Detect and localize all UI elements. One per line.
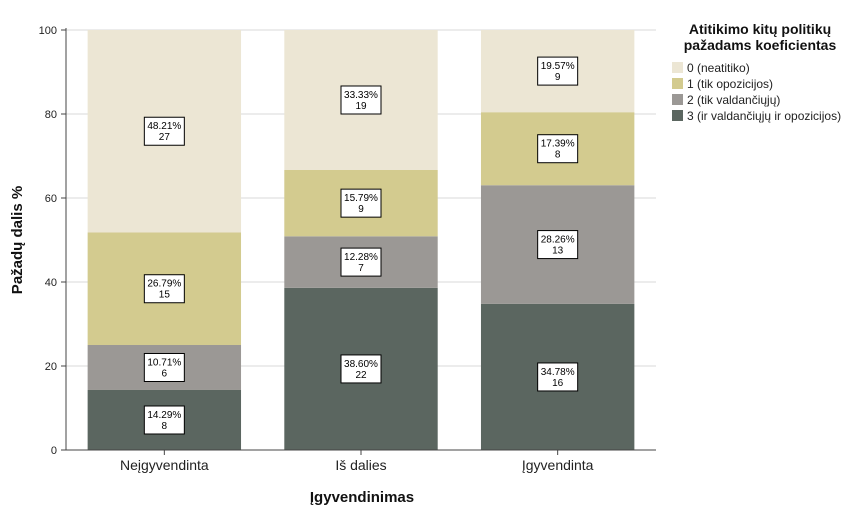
legend-swatch xyxy=(672,78,683,89)
legend-swatch xyxy=(672,110,683,121)
data-label-box xyxy=(537,230,579,260)
legend-label: 2 (tik valdančiųjų) xyxy=(687,93,780,107)
data-label-box xyxy=(537,56,579,86)
data-label-percent: 48.21% xyxy=(147,121,181,132)
data-label-count: 7 xyxy=(358,263,364,274)
data-label-percent: 17.39% xyxy=(541,139,575,150)
legend-swatch xyxy=(672,62,683,73)
data-label-count: 6 xyxy=(162,368,168,379)
data-label-count: 9 xyxy=(358,204,364,215)
data-label-percent: 14.29% xyxy=(147,410,181,421)
data-label-count: 16 xyxy=(552,378,564,389)
data-label-count: 22 xyxy=(355,370,367,381)
data-label-box xyxy=(143,352,185,382)
y-tick-label: 0 xyxy=(51,445,57,457)
legend-label: 3 (ir valdančiųjų ir opozicijos) xyxy=(687,109,841,123)
data-label-count: 13 xyxy=(552,246,564,257)
axes: 0 20 40 60 80 100 Neįgyvendinta Iš dalies Įgyven… xyxy=(39,25,656,473)
data-label-box xyxy=(537,362,579,392)
data-label-count: 15 xyxy=(159,290,171,301)
data-label-percent: 12.28% xyxy=(344,252,378,263)
legend-title-line-2: pažadams koeficientas xyxy=(684,37,837,53)
data-label-box xyxy=(143,116,185,146)
data-label-percent: 15.79% xyxy=(344,193,378,204)
y-tick-label: 80 xyxy=(45,109,57,121)
x-axis-title: Įgyvendinimas xyxy=(310,489,414,506)
data-label-count: 19 xyxy=(355,101,367,112)
data-label-box xyxy=(143,405,185,435)
data-label-box xyxy=(143,274,185,304)
data-label-percent: 28.26% xyxy=(541,235,575,246)
data-label-box xyxy=(340,85,382,115)
y-tick-label: 20 xyxy=(45,361,57,373)
legend-label: 0 (neatitiko) xyxy=(687,61,750,75)
x-tick-label: Iš dalies xyxy=(335,457,386,473)
legend-title-line-1: Atitikimo kitų politikų xyxy=(689,21,831,37)
legend: Atitikimo kitų politikų pažadams koefici… xyxy=(672,21,841,123)
data-labels-layer: 14.29%810.71%626.79%1548.21%2738.60%2212… xyxy=(143,56,579,435)
data-label-box xyxy=(340,247,382,277)
data-label-box xyxy=(340,188,382,218)
data-label-percent: 33.33% xyxy=(344,90,378,101)
data-label-count: 8 xyxy=(162,421,168,432)
data-label-count: 9 xyxy=(555,72,561,83)
data-label-percent: 10.71% xyxy=(147,357,181,368)
data-label-count: 27 xyxy=(159,132,171,143)
x-tick-label: Įgyvendinta xyxy=(522,457,594,473)
data-label-percent: 38.60% xyxy=(344,359,378,370)
data-label-count: 8 xyxy=(555,150,561,161)
y-axis-title: Pažadų dalis % xyxy=(9,186,26,294)
legend-label: 1 (tik opozicijos) xyxy=(687,77,773,91)
data-label-percent: 19.57% xyxy=(541,61,575,72)
data-label-box xyxy=(537,134,579,164)
data-label-percent: 34.78% xyxy=(541,367,575,378)
legend-swatch xyxy=(672,94,683,105)
x-tick-label: Neįgyvendinta xyxy=(120,457,209,473)
data-label-percent: 26.79% xyxy=(147,279,181,290)
data-label-box xyxy=(340,354,382,384)
y-tick-label: 100 xyxy=(39,25,57,37)
y-tick-label: 60 xyxy=(45,193,57,205)
y-tick-label: 40 xyxy=(45,277,57,289)
